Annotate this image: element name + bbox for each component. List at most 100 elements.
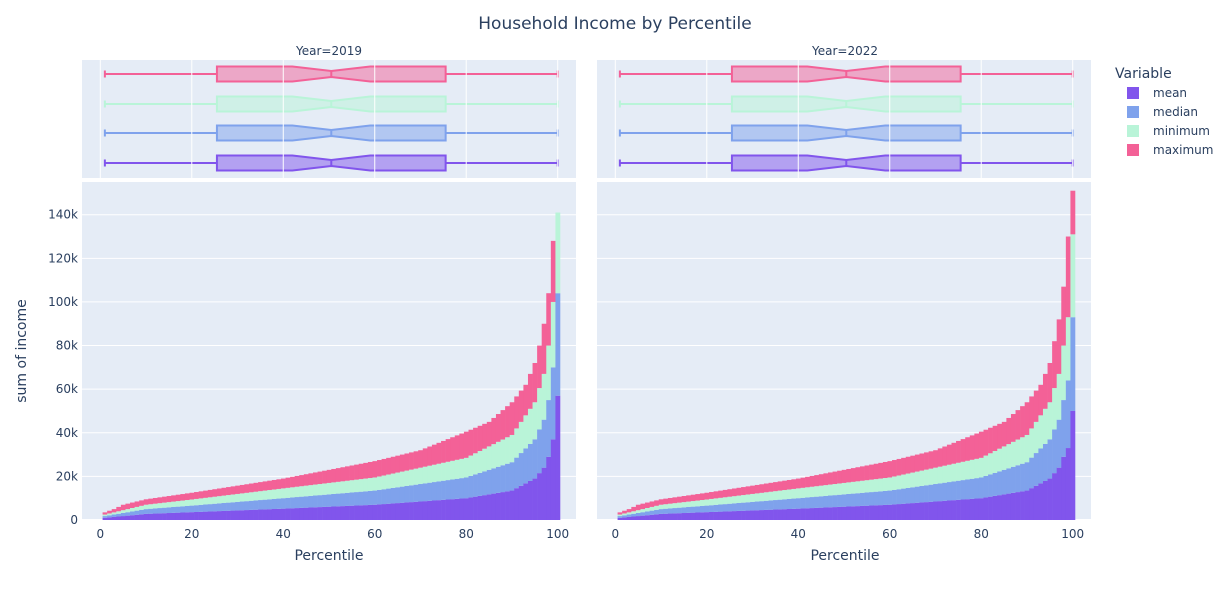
bar-maximum-p70 xyxy=(418,450,424,468)
bar-maximum-p64 xyxy=(905,456,911,474)
bar-maximum-p13 xyxy=(157,497,163,504)
bar-median-p79 xyxy=(459,478,465,499)
bar-minimum-p26 xyxy=(216,496,222,504)
bar-mean-p58 xyxy=(363,505,369,520)
bar-maximum-p6 xyxy=(640,503,646,510)
bar-maximum-p40 xyxy=(280,478,286,489)
bar-median-p35 xyxy=(773,500,778,510)
bar-mean-p85 xyxy=(1001,494,1007,520)
bar-minimum-p84 xyxy=(997,448,1003,472)
x-axis-title: Percentile xyxy=(810,548,879,564)
bar-median-p31 xyxy=(239,501,245,511)
bar-maximum-p89 xyxy=(1020,406,1025,438)
bar-median-p26 xyxy=(216,503,222,512)
bar-maximum-p58 xyxy=(878,462,884,479)
bar-maximum-p78 xyxy=(454,435,460,460)
bar-minimum-p25 xyxy=(727,496,733,504)
bar-mean-p77 xyxy=(450,499,456,520)
bar-maximum-p59 xyxy=(367,461,373,479)
bar-minimum-p12 xyxy=(667,503,673,509)
bar-median-p73 xyxy=(431,482,437,501)
bar-mean-p11 xyxy=(663,513,669,520)
bar-minimum-p87 xyxy=(1010,441,1016,467)
bar-mean-p16 xyxy=(686,512,692,520)
bar-mean-p24 xyxy=(722,511,728,520)
y-tick-label: 20k xyxy=(56,469,78,483)
bar-mean-p80 xyxy=(463,498,469,520)
legend-title: Variable xyxy=(1115,66,1172,82)
bar-median-p4 xyxy=(631,513,637,517)
bar-median-p84 xyxy=(997,471,1003,496)
bar-minimum-p73 xyxy=(946,464,952,483)
bar-maximum-p95 xyxy=(532,362,538,403)
bar-minimum-p22 xyxy=(198,498,204,505)
bar-mean-p2 xyxy=(622,517,628,520)
bar-median-p75 xyxy=(956,480,961,500)
bar-median-p19 xyxy=(699,505,705,513)
bar-maximum-p8 xyxy=(134,501,140,507)
bar-maximum-p1 xyxy=(102,512,108,515)
bar-median-p80 xyxy=(978,477,984,499)
bar-median-p46 xyxy=(308,495,314,508)
bar-minimum-p75 xyxy=(956,462,961,481)
x-tick-label: 80 xyxy=(974,527,989,541)
bar-mean-p28 xyxy=(226,510,231,520)
bar-minimum-p100 xyxy=(1070,234,1076,318)
legend-item-maximum[interactable]: maximum xyxy=(1127,143,1213,157)
bar-minimum-p51 xyxy=(846,482,852,494)
legend-label: mean xyxy=(1153,86,1187,100)
bar-maximum-p33 xyxy=(248,483,254,493)
bar-minimum-p50 xyxy=(326,482,332,495)
bar-minimum-p93 xyxy=(523,415,529,449)
legend-item-minimum[interactable]: minimum xyxy=(1127,124,1210,138)
bar-mean-p98 xyxy=(546,456,552,520)
bar-minimum-p56 xyxy=(354,479,360,493)
bar-minimum-p3 xyxy=(626,512,632,515)
bar-maximum-p2 xyxy=(107,510,113,514)
bar-maximum-p71 xyxy=(422,448,428,467)
bar-maximum-p52 xyxy=(335,468,341,482)
bar-median-p69 xyxy=(928,484,934,502)
legend-item-median[interactable]: median xyxy=(1127,105,1198,119)
bar-median-p15 xyxy=(681,507,687,514)
y-axis-title: sum of income xyxy=(14,299,30,402)
bar-mean-p34 xyxy=(253,509,259,520)
bar-minimum-p18 xyxy=(695,500,701,507)
bar-mean-p92 xyxy=(518,485,524,520)
bar-maximum-p54 xyxy=(345,466,350,481)
bar-maximum-p80 xyxy=(978,431,984,458)
bar-maximum-p17 xyxy=(690,494,696,502)
bar-mean-p41 xyxy=(285,508,291,520)
bar-mean-p18 xyxy=(180,512,186,520)
bar-minimum-p43 xyxy=(294,486,300,498)
bar-minimum-p23 xyxy=(718,497,724,505)
bar-maximum-p42 xyxy=(805,476,810,488)
bar-mean-p57 xyxy=(873,505,879,520)
bar-mean-p60 xyxy=(887,504,893,520)
bar-minimum-p81 xyxy=(468,455,474,476)
bar-minimum-p34 xyxy=(253,491,259,501)
bar-mean-p62 xyxy=(896,504,902,520)
bar-minimum-p35 xyxy=(258,491,263,501)
bar-mean-p68 xyxy=(924,502,929,520)
bar-maximum-p69 xyxy=(413,451,419,469)
bar-maximum-p32 xyxy=(244,484,250,493)
bar-minimum-p19 xyxy=(699,500,705,506)
bar-median-p96 xyxy=(537,429,542,474)
legend-item-mean[interactable]: mean xyxy=(1127,86,1187,100)
bar-maximum-p83 xyxy=(992,425,998,451)
bar-minimum-p65 xyxy=(910,472,916,488)
bar-median-p68 xyxy=(409,485,414,503)
bar-minimum-p46 xyxy=(823,485,829,496)
bar-maximum-p7 xyxy=(130,502,135,508)
bar-mean-p89 xyxy=(505,491,510,520)
x-axis-title: Percentile xyxy=(294,548,363,564)
bar-median-p34 xyxy=(253,500,259,510)
bar-mean-p34 xyxy=(768,509,774,520)
bar-minimum-p2 xyxy=(107,513,113,516)
chart-title: Household Income by Percentile xyxy=(478,14,751,34)
bar-minimum-p89 xyxy=(1020,437,1025,464)
bar-median-p38 xyxy=(271,498,277,509)
bar-minimum-p1 xyxy=(617,514,623,517)
bar-maximum-p82 xyxy=(988,427,993,454)
